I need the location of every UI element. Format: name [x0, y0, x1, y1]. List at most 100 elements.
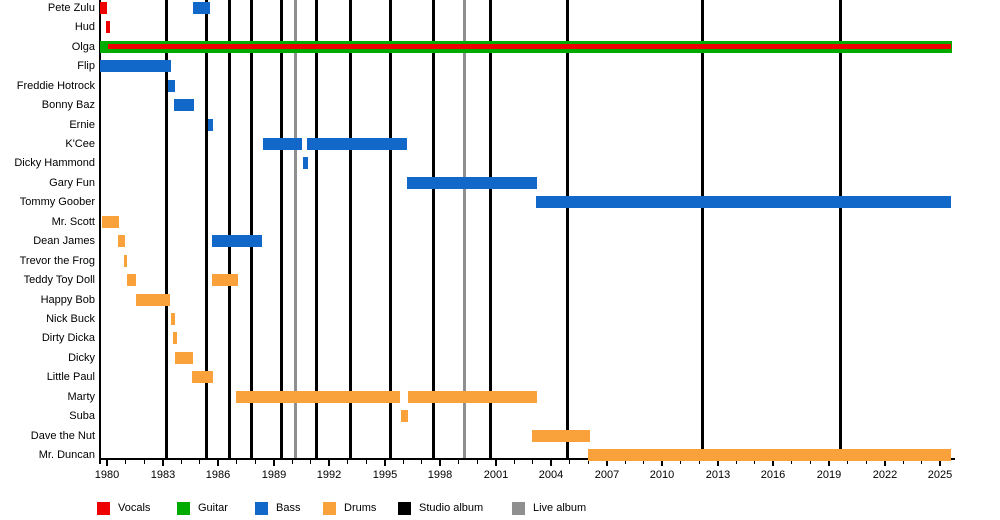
member-label-olga: Olga — [71, 41, 95, 53]
axis-minor-tick — [181, 460, 182, 464]
studio-album-line — [165, 0, 168, 458]
axis-minor-tick — [866, 460, 867, 464]
axis-minor-tick — [144, 460, 145, 464]
live-album-line — [463, 0, 466, 458]
member-label-bonny-baz: Bonny Baz — [41, 99, 95, 111]
axis-year-label: 1992 — [316, 469, 342, 481]
timeline-bar-trevor-the-frog-drums — [124, 255, 127, 267]
member-label-mr-scott: Mr. Scott — [51, 216, 95, 228]
studio-album-line — [432, 0, 435, 458]
axis-major-tick — [439, 460, 441, 466]
axis-minor-tick — [625, 460, 626, 464]
legend-label-studio-album: Studio album — [419, 502, 484, 514]
legend-label-bass: Bass — [276, 502, 301, 514]
timeline-bar-tommy-goober-bass — [536, 196, 951, 208]
studio-album-line — [228, 0, 231, 458]
timeline-bar-little-paul-drums — [192, 371, 213, 383]
axis-minor-tick — [366, 460, 367, 464]
axis-major-tick — [717, 460, 719, 466]
x-axis-line — [99, 458, 955, 460]
timeline-bar-gary-fun-bass — [407, 177, 537, 189]
timeline-bar-k-cee-bass — [263, 138, 302, 150]
legend-swatch-drums — [323, 502, 336, 515]
timeline-bar-pete-zulu-vocals — [100, 2, 107, 14]
timeline-bar-nick-buck-drums — [171, 313, 175, 325]
member-label-dean-james: Dean James — [33, 235, 95, 247]
studio-album-line — [315, 0, 318, 458]
axis-minor-tick — [903, 460, 904, 464]
axis-major-tick — [384, 460, 386, 466]
axis-year-label: 2013 — [705, 469, 731, 481]
timeline-bar-pete-zulu-bass — [193, 2, 210, 14]
axis-minor-tick — [791, 460, 792, 464]
axis-minor-tick — [514, 460, 515, 464]
studio-album-line — [389, 0, 392, 458]
axis-minor-tick — [347, 460, 348, 464]
axis-year-label: 2022 — [872, 469, 898, 481]
axis-year-label: 2004 — [538, 469, 564, 481]
member-label-k-cee: K'Cee — [65, 138, 95, 150]
member-label-dicky-hammond: Dicky Hammond — [14, 157, 95, 169]
member-label-marty: Marty — [67, 391, 96, 403]
member-label-dirty-dicka: Dirty Dicka — [41, 332, 95, 344]
axis-year-label: 1998 — [427, 469, 453, 481]
member-label-pete-zulu: Pete Zulu — [47, 2, 95, 14]
timeline-bar-dicky-hammond-bass — [303, 157, 308, 169]
member-label-gary-fun: Gary Fun — [49, 177, 95, 189]
member-label-ernie: Ernie — [69, 119, 95, 131]
member-label-hud: Hud — [74, 21, 95, 33]
legend-label-live-album: Live album — [533, 502, 587, 514]
member-label-happy-bob: Happy Bob — [40, 294, 95, 306]
axis-minor-tick — [810, 460, 811, 464]
member-label-little-paul: Little Paul — [46, 371, 95, 383]
axis-minor-tick — [199, 460, 200, 464]
timeline-bar-dave-the-nut-drums — [532, 430, 590, 442]
live-album-line — [294, 0, 297, 458]
axis-minor-tick — [754, 460, 755, 464]
timeline-bar-bonny-baz-bass — [174, 99, 194, 111]
axis-year-label: 1980 — [94, 469, 120, 481]
axis-major-tick — [939, 460, 941, 466]
member-label-dave-the-nut: Dave the Nut — [30, 430, 95, 442]
axis-minor-tick — [680, 460, 681, 464]
timeline-bar-mr-scott-drums — [102, 216, 119, 228]
member-label-dicky: Dicky — [68, 352, 95, 364]
axis-minor-tick — [921, 460, 922, 464]
studio-album-line — [205, 0, 208, 458]
member-label-tommy-goober: Tommy Goober — [19, 196, 95, 208]
axis-minor-tick — [643, 460, 644, 464]
timeline-bar-teddy-toy-doll-drums — [127, 274, 136, 286]
axis-major-tick — [162, 460, 164, 466]
axis-year-label: 1995 — [372, 469, 398, 481]
axis-minor-tick — [699, 460, 700, 464]
plot-left-border — [99, 0, 101, 464]
studio-album-line — [701, 0, 704, 458]
timeline-bar-mr-duncan-drums — [588, 449, 951, 461]
legend-swatch-vocals — [97, 502, 110, 515]
axis-minor-tick — [736, 460, 737, 464]
studio-album-line — [839, 0, 842, 458]
timeline-bar-freddie-hotrock-bass — [168, 80, 175, 92]
axis-minor-tick — [421, 460, 422, 464]
axis-major-tick — [772, 460, 774, 466]
timeline-bar-happy-bob-drums — [136, 294, 170, 306]
legend-swatch-guitar — [177, 502, 190, 515]
axis-year-label: 2007 — [594, 469, 620, 481]
axis-major-tick — [550, 460, 552, 466]
axis-year-label: 2016 — [760, 469, 786, 481]
timeline-bar-olga-vocals — [108, 44, 951, 49]
axis-year-label: 1986 — [205, 469, 231, 481]
axis-minor-tick — [458, 460, 459, 464]
timeline-bar-dean-james-drums — [118, 235, 125, 247]
timeline-bar-flip-bass — [100, 60, 171, 72]
timeline-bar-ernie-bass — [208, 119, 213, 131]
member-label-trevor-the-frog: Trevor the Frog — [19, 255, 95, 267]
timeline-bar-marty-drums — [408, 391, 537, 403]
axis-minor-tick — [477, 460, 478, 464]
axis-year-label: 1989 — [261, 469, 287, 481]
axis-minor-tick — [403, 460, 404, 464]
studio-album-line — [280, 0, 283, 458]
axis-year-label: 2025 — [927, 469, 953, 481]
axis-minor-tick — [532, 460, 533, 464]
